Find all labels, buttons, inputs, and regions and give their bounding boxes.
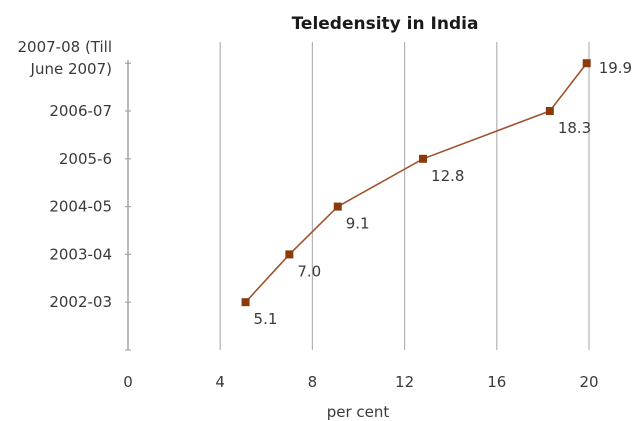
data-point-marker bbox=[419, 154, 428, 163]
x-tick-label: 16 bbox=[487, 373, 506, 391]
y-category-label: 2007-08 (Till June 2007) bbox=[18, 38, 113, 78]
y-category-label: 2005-6 bbox=[59, 150, 112, 168]
x-axis-title: per cent bbox=[327, 403, 390, 421]
data-labels: 5.1 7.0 9.1 12.8 18.3 19.9 bbox=[254, 59, 633, 328]
data-point-marker bbox=[333, 202, 342, 211]
data-label: 19.9 bbox=[599, 59, 632, 77]
y-category-label: 2003-04 bbox=[49, 245, 112, 263]
x-tick-label: 12 bbox=[395, 373, 414, 391]
y-category-label: 2006-07 bbox=[49, 102, 112, 120]
y-category-label: 2002-03 bbox=[49, 293, 112, 311]
data-label: 9.1 bbox=[346, 215, 370, 233]
x-tick-label: 0 bbox=[123, 373, 133, 391]
data-label: 18.3 bbox=[558, 119, 591, 137]
series-1 bbox=[241, 59, 591, 307]
data-point-marker bbox=[285, 250, 294, 259]
x-tick-label: 8 bbox=[308, 373, 318, 391]
y-category-label: 2004-05 bbox=[49, 198, 112, 216]
data-label: 7.0 bbox=[297, 262, 321, 280]
data-point-marker bbox=[545, 107, 554, 115]
data-point-marker bbox=[582, 59, 591, 68]
x-tick-label: 20 bbox=[579, 373, 598, 391]
data-point-marker bbox=[241, 298, 250, 307]
data-label: 12.8 bbox=[431, 167, 464, 185]
series-line bbox=[244, 62, 588, 303]
data-label: 5.1 bbox=[254, 310, 278, 328]
axes: 0 4 8 12 16 20 2002-03 2003-04 2004-05 2005-6 2006… bbox=[18, 38, 599, 391]
chart-title: Teledensity in India bbox=[292, 14, 479, 34]
x-tick-label: 4 bbox=[215, 373, 225, 391]
grid-lines bbox=[219, 42, 590, 350]
